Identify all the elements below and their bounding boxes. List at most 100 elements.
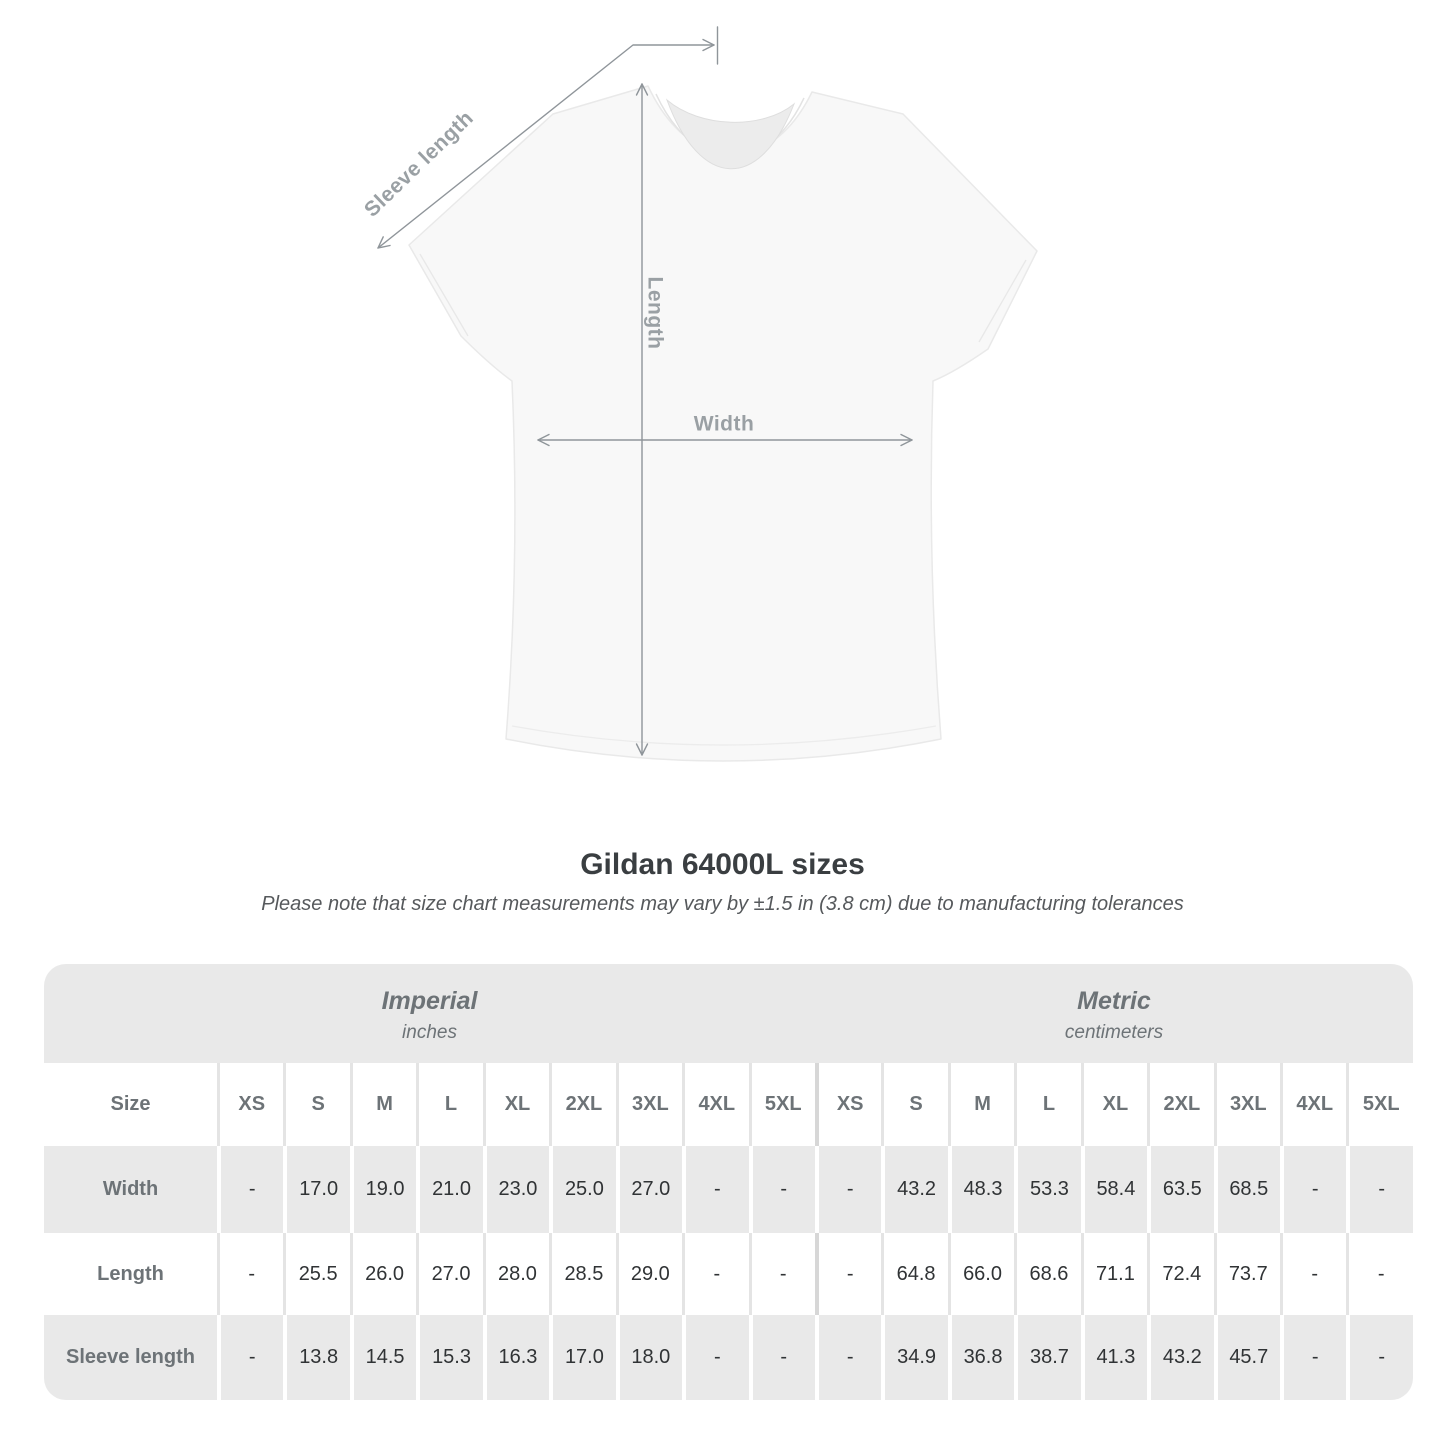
cell: 48.3	[947, 1146, 1015, 1233]
bottom-hem-seam	[511, 725, 937, 746]
cell: -	[1280, 1146, 1347, 1233]
cell: 17.0	[549, 1315, 616, 1400]
cell: 29.0	[615, 1233, 682, 1315]
cell: -	[1346, 1315, 1413, 1400]
table-row-length: Length - 25.5 26.0 27.0 28.0 28.5 29.0 -…	[44, 1233, 1413, 1315]
length-label: Length	[644, 277, 667, 350]
cell: 43.2	[1147, 1315, 1214, 1400]
tshirt-silhouette	[408, 85, 1038, 762]
cell: 72.4	[1147, 1233, 1213, 1315]
cell: 28.5	[549, 1233, 615, 1315]
cell: 68.5	[1213, 1146, 1280, 1233]
imperial-size-header: S	[283, 1063, 349, 1146]
table-row-sleeve-length: Sleeve length - 13.8 14.5 15.3 16.3 17.0…	[44, 1315, 1413, 1400]
cell: 73.7	[1213, 1233, 1280, 1315]
row-label: Sleeve length	[44, 1315, 217, 1400]
cell: -	[814, 1146, 882, 1233]
cell: 58.4	[1080, 1146, 1148, 1233]
cell: 41.3	[1080, 1315, 1148, 1400]
cell: 45.7	[1213, 1315, 1280, 1400]
cell: 27.0	[615, 1146, 683, 1233]
cell: 14.5	[349, 1315, 417, 1400]
page-title: Gildan 64000L sizes	[580, 848, 865, 881]
imperial-size-header: 2XL	[549, 1063, 615, 1146]
cell: -	[1346, 1146, 1413, 1233]
row-label: Width	[44, 1146, 217, 1233]
imperial-size-header: L	[416, 1063, 482, 1146]
cell: -	[682, 1233, 748, 1315]
cell: 71.1	[1080, 1233, 1147, 1315]
measurement-diagram: Sleeve length Length Width	[360, 26, 1038, 762]
cell: 13.8	[283, 1315, 350, 1400]
cell: 53.3	[1014, 1146, 1081, 1233]
imperial-size-header: XL	[482, 1063, 549, 1146]
cell: 26.0	[349, 1233, 416, 1315]
metric-size-header: XS	[814, 1063, 881, 1146]
cell: 38.7	[1014, 1315, 1081, 1400]
metric-heading: Metric	[1077, 986, 1151, 1015]
cell: -	[217, 1233, 283, 1315]
cell: -	[1280, 1315, 1347, 1400]
cell: 18.0	[615, 1315, 683, 1400]
cell: -	[814, 1315, 882, 1400]
metric-size-header: 3XL	[1213, 1063, 1280, 1146]
metric-size-header: 4XL	[1280, 1063, 1346, 1146]
size-table: Size XS S M L XL 2XL 3XL 4XL 5XL XS S M …	[44, 1063, 1413, 1400]
cell: 66.0	[947, 1233, 1014, 1315]
metric-size-header: XL	[1080, 1063, 1147, 1146]
cell: 15.3	[416, 1315, 483, 1400]
cell: 17.0	[283, 1146, 350, 1233]
metric-size-header: 2XL	[1147, 1063, 1213, 1146]
tolerance-note: Please note that size chart measurements…	[261, 893, 1184, 915]
cell: 25.0	[549, 1146, 616, 1233]
left-sleeve-seam	[419, 253, 469, 337]
table-row-width: Width - 17.0 19.0 21.0 23.0 25.0 27.0 - …	[44, 1146, 1413, 1233]
length-arrow	[635, 83, 649, 756]
imperial-size-header: 3XL	[615, 1063, 682, 1146]
cell: 64.8	[881, 1233, 947, 1315]
imperial-unit: inches	[402, 1021, 457, 1043]
metric-unit: centimeters	[1064, 1021, 1164, 1043]
imperial-heading: Imperial	[381, 986, 478, 1015]
metric-size-header: L	[1014, 1063, 1080, 1146]
metric-size-header: M	[947, 1063, 1014, 1146]
cell: -	[1280, 1233, 1346, 1315]
right-sleeve-seam	[978, 259, 1027, 343]
cell: 21.0	[416, 1146, 483, 1233]
cell: -	[748, 1146, 815, 1233]
size-column-header: Size	[110, 1093, 151, 1115]
cell: 68.6	[1014, 1233, 1080, 1315]
cell: 43.2	[881, 1146, 948, 1233]
cell: 25.5	[283, 1233, 349, 1315]
imperial-size-header: M	[349, 1063, 416, 1146]
cell: 19.0	[349, 1146, 417, 1233]
cell: -	[682, 1315, 749, 1400]
metric-size-header: 5XL	[1346, 1063, 1413, 1146]
cell: 16.3	[482, 1315, 550, 1400]
cell: 63.5	[1147, 1146, 1214, 1233]
cell: -	[748, 1315, 815, 1400]
cell: 36.8	[947, 1315, 1015, 1400]
cell: 27.0	[416, 1233, 482, 1315]
imperial-size-header: 4XL	[682, 1063, 748, 1146]
metric-size-header: S	[881, 1063, 947, 1146]
cell: -	[682, 1146, 749, 1233]
unit-group-imperial: Imperial inches	[44, 964, 815, 1063]
cell: -	[217, 1315, 284, 1400]
cell: 34.9	[881, 1315, 948, 1400]
cell: -	[1346, 1233, 1413, 1315]
cell: -	[217, 1146, 284, 1233]
size-header-row: Size XS S M L XL 2XL 3XL 4XL 5XL XS S M …	[44, 1063, 1413, 1146]
row-label: Length	[97, 1262, 164, 1285]
collar-opening	[665, 98, 796, 170]
cell: -	[748, 1233, 815, 1315]
size-chart-card: Imperial inches Metric centimeters Size …	[44, 964, 1413, 1400]
imperial-size-header: XS	[217, 1063, 283, 1146]
cell: 23.0	[482, 1146, 550, 1233]
sleeve-length-arrow	[377, 26, 719, 249]
cell: -	[814, 1233, 881, 1315]
unit-group-metric: Metric centimeters	[815, 964, 1413, 1063]
unit-header: Imperial inches Metric centimeters	[44, 964, 1413, 1063]
width-arrow	[537, 433, 913, 447]
